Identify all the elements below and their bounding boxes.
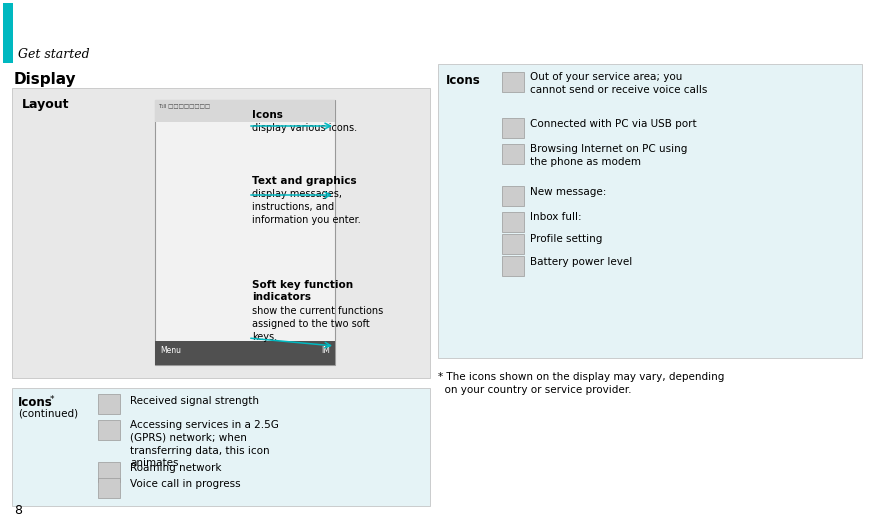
Text: Connected with PC via USB port: Connected with PC via USB port <box>529 119 696 129</box>
Text: display messages,
instructions, and
information you enter.: display messages, instructions, and info… <box>252 189 361 225</box>
Text: T₁ll □□□□□□□□: T₁ll □□□□□□□□ <box>158 103 210 108</box>
Text: Voice call in progress: Voice call in progress <box>129 479 241 489</box>
Bar <box>155 100 335 365</box>
Text: 8: 8 <box>14 504 22 517</box>
Bar <box>12 388 429 506</box>
Text: Roaming network: Roaming network <box>129 463 222 473</box>
Bar <box>501 256 523 276</box>
Text: show the current functions
assigned to the two soft
keys.: show the current functions assigned to t… <box>252 306 383 342</box>
Text: IM: IM <box>321 346 329 355</box>
Bar <box>155 341 335 365</box>
Bar <box>12 88 429 378</box>
Text: Icons: Icons <box>446 74 481 87</box>
Bar <box>501 118 523 138</box>
Text: Battery power level: Battery power level <box>529 257 632 267</box>
Text: display various icons.: display various icons. <box>252 123 356 133</box>
Text: Icons: Icons <box>252 110 282 120</box>
Bar <box>98 420 120 440</box>
Text: * The icons shown on the display may vary, depending
  on your country or servic: * The icons shown on the display may var… <box>437 372 724 395</box>
Bar <box>501 72 523 92</box>
Text: Out of your service area; you
cannot send or receive voice calls: Out of your service area; you cannot sen… <box>529 72 706 95</box>
Bar <box>501 234 523 254</box>
Text: Text and graphics: Text and graphics <box>252 176 356 186</box>
Text: *: * <box>50 395 55 404</box>
Text: Inbox full:: Inbox full: <box>529 212 581 222</box>
Text: Layout: Layout <box>22 98 70 111</box>
Bar <box>501 186 523 206</box>
Bar <box>501 144 523 164</box>
Text: Display: Display <box>14 72 76 87</box>
Bar <box>98 478 120 498</box>
Text: Menu: Menu <box>160 346 181 355</box>
Bar <box>98 462 120 482</box>
Text: Get started: Get started <box>18 48 90 61</box>
Text: New message:: New message: <box>529 187 606 197</box>
Text: Soft key function
indicators: Soft key function indicators <box>252 280 353 303</box>
Bar <box>155 100 335 122</box>
Bar <box>501 212 523 232</box>
Text: Accessing services in a 2.5G
(GPRS) network; when
transferring data, this icon
a: Accessing services in a 2.5G (GPRS) netw… <box>129 420 279 469</box>
Text: Received signal strength: Received signal strength <box>129 396 259 406</box>
Bar <box>98 394 120 414</box>
Text: Profile setting: Profile setting <box>529 234 601 244</box>
Text: Icons: Icons <box>18 396 53 409</box>
Bar <box>3 3 13 63</box>
Text: Browsing Internet on PC using
the phone as modem: Browsing Internet on PC using the phone … <box>529 144 687 167</box>
Text: (continued): (continued) <box>18 409 78 419</box>
Bar <box>437 64 861 358</box>
